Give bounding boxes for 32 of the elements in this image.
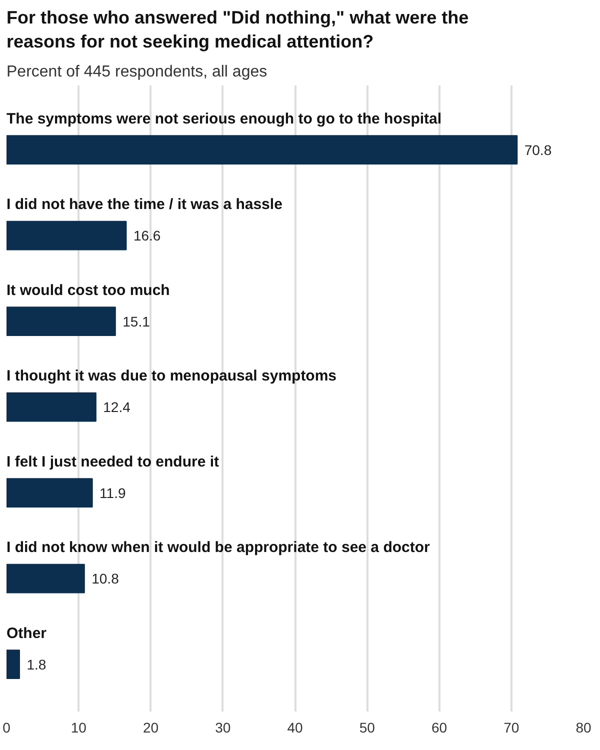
y-tick-label: I did not have the time / it was a hassle (6, 196, 282, 214)
bar (6, 135, 518, 164)
y-tick-label: I felt I just needed to endure it (6, 453, 220, 470)
bar (6, 306, 116, 336)
x-tick-label: 30 (215, 720, 231, 736)
y-tick-label: I did not know when it would be appropriate to see a doctor (6, 539, 430, 556)
bar (6, 220, 127, 250)
x-tick-label: 10 (70, 720, 87, 736)
x-tick-label: 80 (576, 720, 592, 736)
x-tick-label: 70 (504, 720, 520, 736)
y-tick-label: It would cost too much (6, 282, 170, 299)
y-tick-label: I thought it was due to menopausal symptoms (6, 368, 337, 385)
x-tick-label: 40 (287, 720, 303, 736)
data-label: 11.9 (100, 484, 126, 501)
x-tick-label: 0 (2, 720, 11, 736)
data-label: 70.8 (524, 142, 552, 158)
data-label: 12.4 (103, 399, 131, 416)
y-tick-label: The symptoms were not serious enough to go to the hospital (6, 110, 442, 128)
x-tick-label: 60 (431, 720, 448, 736)
data-label: 15.1 (122, 313, 150, 330)
bar (6, 650, 20, 679)
bar (6, 478, 93, 508)
x-tick-label: 50 (359, 720, 376, 736)
bar (6, 392, 96, 422)
y-tick-label: Other (6, 624, 47, 642)
chart-subtitle: Percent of 445 respondents, all ages (6, 64, 268, 80)
data-label: 1.8 (26, 656, 46, 672)
data-label: 10.8 (92, 570, 120, 587)
chart-title: For those who answered "Did nothing," what were the reasons for not seeking medical attention? (6, 8, 469, 52)
x-tick-label: 20 (142, 720, 159, 736)
data-label: 16.6 (133, 228, 161, 244)
bar (6, 564, 85, 594)
